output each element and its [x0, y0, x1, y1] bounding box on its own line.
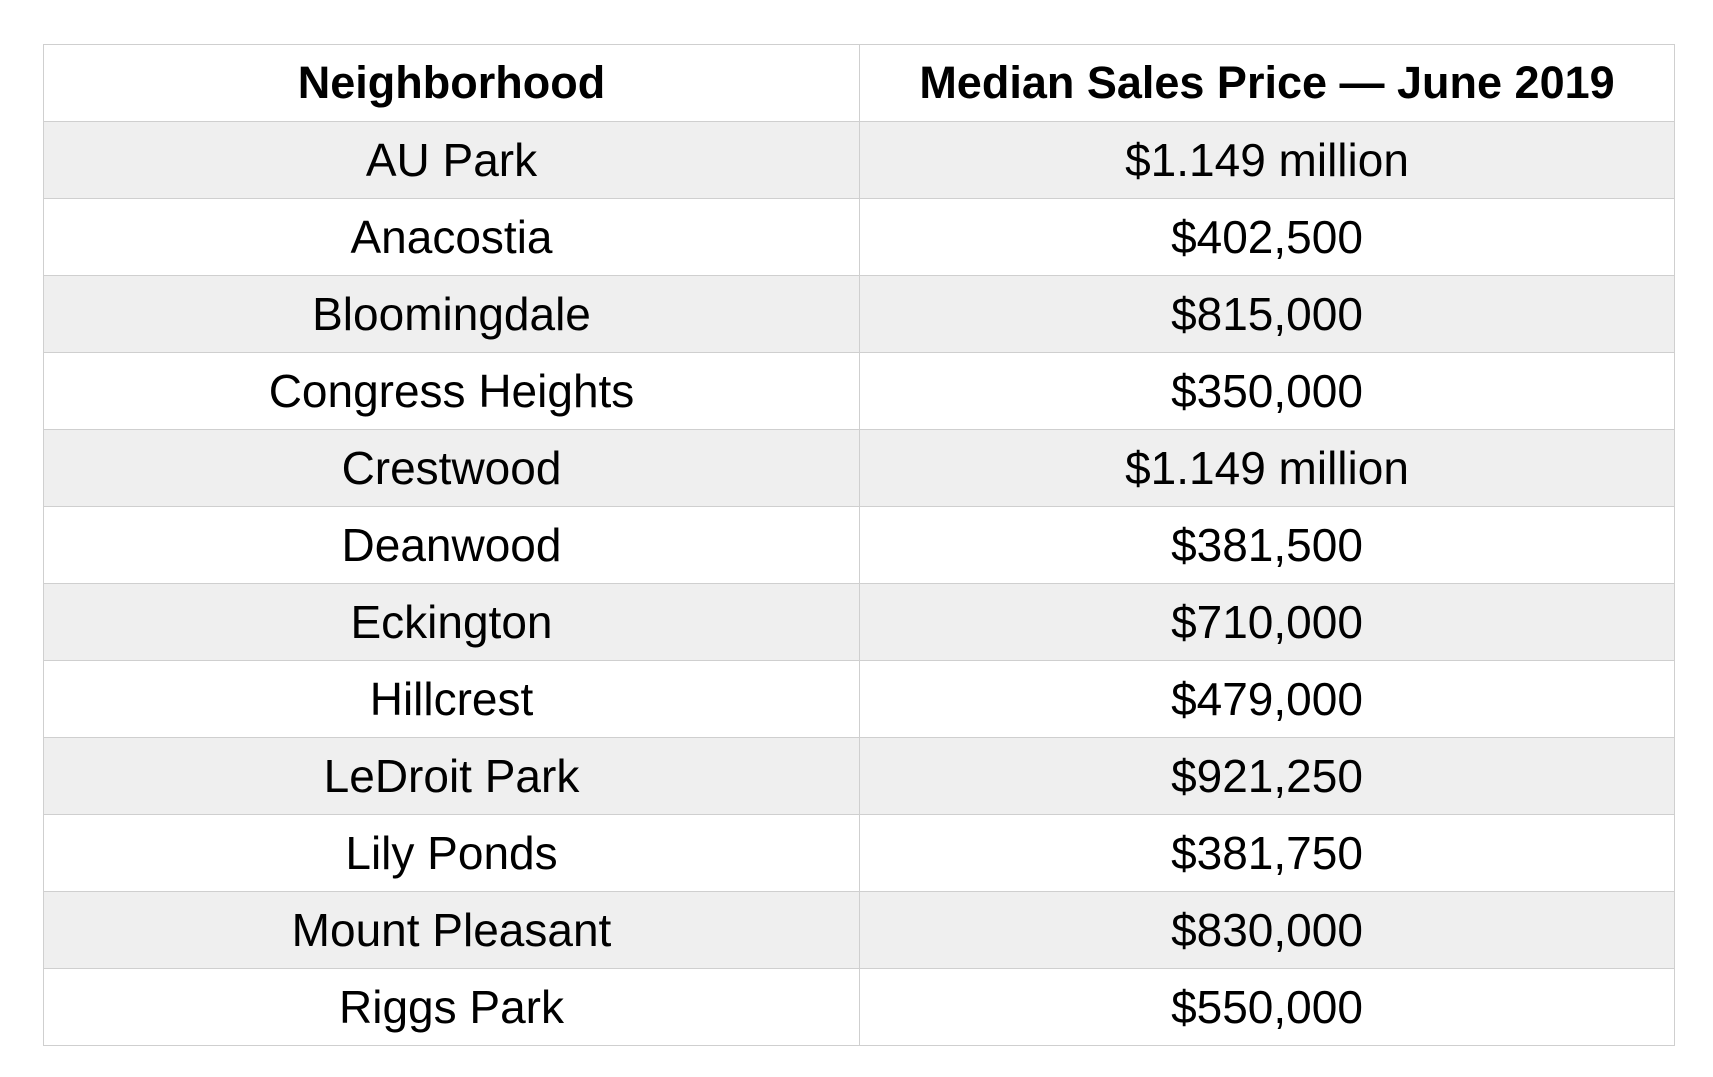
price-cell: $479,000 [859, 660, 1675, 738]
table-row: AU Park $1.149 million [43, 121, 1675, 199]
table-row: Lily Ponds $381,750 [43, 814, 1675, 892]
neighborhood-cell: Anacostia [43, 198, 860, 276]
price-cell: $381,750 [859, 814, 1675, 892]
table-row: Bloomingdale $815,000 [43, 275, 1675, 353]
neighborhood-cell: Eckington [43, 583, 860, 661]
neighborhood-cell: Bloomingdale [43, 275, 860, 353]
neighborhood-cell: AU Park [43, 121, 860, 199]
neighborhood-cell: Lily Ponds [43, 814, 860, 892]
neighborhood-cell: Hillcrest [43, 660, 860, 738]
price-cell: $1.149 million [859, 121, 1675, 199]
header-median-sales-price: Median Sales Price — June 2019 [859, 44, 1675, 122]
neighborhood-cell: Congress Heights [43, 352, 860, 430]
neighborhood-cell: Mount Pleasant [43, 891, 860, 969]
price-cell: $1.149 million [859, 429, 1675, 507]
table-row: Hillcrest $479,000 [43, 660, 1675, 738]
neighborhood-cell: Deanwood [43, 506, 860, 584]
neighborhood-cell: Crestwood [43, 429, 860, 507]
header-neighborhood: Neighborhood [43, 44, 860, 122]
table-row: Anacostia $402,500 [43, 198, 1675, 276]
table-row: Eckington $710,000 [43, 583, 1675, 661]
price-cell: $710,000 [859, 583, 1675, 661]
table-header-row: Neighborhood Median Sales Price — June 2… [43, 44, 1675, 122]
price-cell: $815,000 [859, 275, 1675, 353]
neighborhood-cell: Riggs Park [43, 968, 860, 1046]
table-row: Crestwood $1.149 million [43, 429, 1675, 507]
price-cell: $921,250 [859, 737, 1675, 815]
median-price-table: Neighborhood Median Sales Price — June 2… [43, 44, 1675, 1046]
table-row: Congress Heights $350,000 [43, 352, 1675, 430]
table-row: Mount Pleasant $830,000 [43, 891, 1675, 969]
table-row: Deanwood $381,500 [43, 506, 1675, 584]
price-cell: $350,000 [859, 352, 1675, 430]
table-row: LeDroit Park $921,250 [43, 737, 1675, 815]
price-cell: $830,000 [859, 891, 1675, 969]
price-cell: $402,500 [859, 198, 1675, 276]
price-cell: $550,000 [859, 968, 1675, 1046]
price-cell: $381,500 [859, 506, 1675, 584]
neighborhood-cell: LeDroit Park [43, 737, 860, 815]
price-table-container: Neighborhood Median Sales Price — June 2… [43, 44, 1675, 1046]
table-row: Riggs Park $550,000 [43, 968, 1675, 1046]
